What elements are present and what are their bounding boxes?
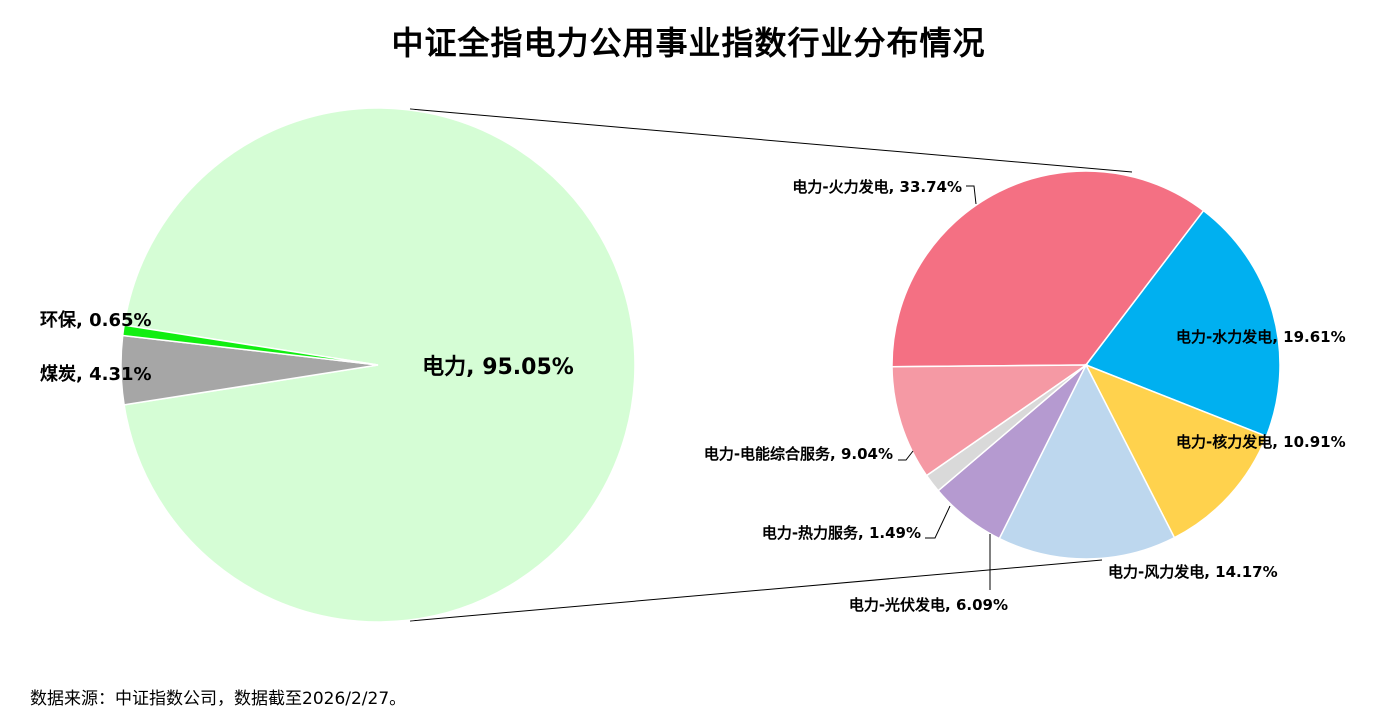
chart-title: 中证全指电力公用事业指数行业分布情况 [391,24,986,62]
data-label-电力-水力发电: 电力-水力发电, 19.61% [1176,328,1346,346]
data-labels: 电力, 95.05% 煤炭, 4.31% 环保, 0.65% 电力-火力发电, 33.… [40,178,1346,614]
pie-slice-电力-水力发电 [1084,209,1281,438]
leader-line-电力-热力服务 [925,505,951,539]
sub-pie [891,170,1281,560]
data-label-电力-热力服务: 电力-热力服务, 1.49% [762,524,921,542]
data-label-环保: 环保, 0.65% [40,309,152,331]
leader-line-电力-电能综合服务 [898,450,914,461]
data-label-电力-核力发电: 电力-核力发电, 10.91% [1176,433,1346,451]
data-label-电力: 电力, 95.05% [422,355,574,380]
connector-line-bottom [409,559,1103,622]
data-label-电力-光伏发电: 电力-光伏发电, 6.09% [849,596,1008,614]
pie-slice-电力-核力发电 [1084,363,1268,539]
data-label-电力-电能综合服务: 电力-电能综合服务, 9.04% [704,445,893,463]
pie-slice-电力-火力发电 [891,170,1205,368]
connector-lines [409,108,1133,622]
source-note: 数据来源：中证指数公司，数据截至2026/2/27。 [30,689,407,709]
data-label-电力-火力发电: 电力-火力发电, 33.74% [792,178,962,196]
main-pie [120,107,636,623]
pie-slice-电力-风力发电 [998,363,1176,560]
pie-slice-环保 [121,324,379,366]
leader-lines [898,185,991,590]
leader-line-电力-火力发电 [966,185,977,205]
pie-slice-电力 [123,107,636,623]
connector-line-top [409,108,1133,173]
pie-slice-电力-电能综合服务 [891,364,1089,477]
data-label-煤炭: 煤炭, 4.31% [40,363,152,385]
data-label-电力-风力发电: 电力-风力发电, 14.17% [1108,563,1278,581]
